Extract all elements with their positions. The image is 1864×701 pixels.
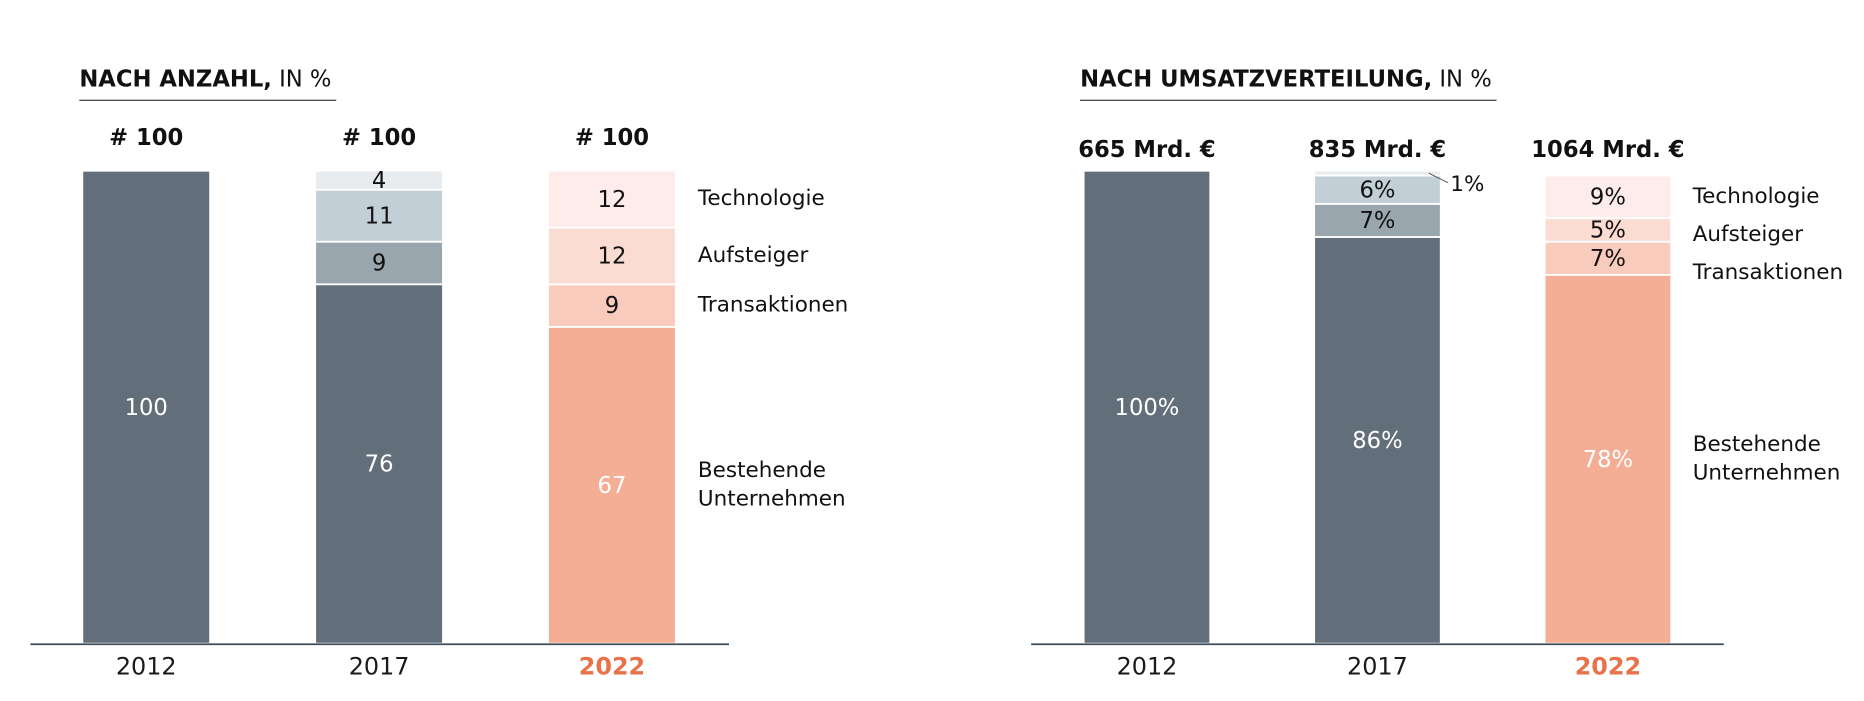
- value-label: 67: [598, 473, 627, 499]
- bar-segment: [1543, 174, 1673, 219]
- legend-label: Technologie: [1692, 184, 1820, 209]
- legend-label: Bestehende Unternehmen: [698, 458, 846, 512]
- bar-segment: [314, 283, 444, 645]
- value-label: 76: [365, 452, 394, 478]
- bar-segment: [547, 169, 677, 229]
- total-label: 1064 Mrd. €: [1531, 137, 1684, 163]
- value-label: 7%: [1590, 246, 1626, 272]
- chart-title: NACH UMSATZVERTEILUNG,: [1080, 67, 1432, 93]
- legend-label: Transaktionen: [697, 293, 848, 318]
- chart-title-unit: IN %: [1439, 67, 1491, 93]
- bar-segment: [547, 283, 677, 328]
- bar-segment: [547, 325, 677, 645]
- value-label: 12: [598, 187, 627, 213]
- total-label: 835 Mrd. €: [1309, 137, 1446, 163]
- x-tick-label: 2012: [1117, 653, 1178, 681]
- bar-segment: [314, 169, 444, 191]
- bar-segment: [1313, 202, 1442, 238]
- value-label: 12: [598, 244, 627, 270]
- value-label: 7%: [1359, 208, 1395, 234]
- legend-label: Aufsteiger: [1693, 222, 1804, 247]
- chart-title-unit: IN %: [279, 67, 331, 93]
- bar-segment: [1543, 240, 1673, 276]
- bar-segment: [1543, 273, 1673, 645]
- total-label: # 100: [342, 125, 416, 151]
- value-label: 1%: [1450, 172, 1484, 197]
- value-label: 9: [605, 293, 619, 319]
- bar-segment: [1313, 236, 1442, 645]
- total-label: # 100: [575, 125, 649, 151]
- value-label: 100%: [1115, 395, 1180, 421]
- value-label: 4: [372, 168, 386, 194]
- legend-label: Technologie: [697, 186, 825, 211]
- x-tick-label: 2022: [1575, 653, 1641, 681]
- legend-label: Aufsteiger: [698, 243, 809, 268]
- value-label: 9%: [1590, 184, 1626, 210]
- value-label: 5%: [1590, 218, 1626, 244]
- value-label: 78%: [1583, 447, 1633, 473]
- x-tick-label: 2017: [1347, 653, 1408, 681]
- legend-label: Transaktionen: [1692, 260, 1843, 285]
- value-label: 11: [365, 203, 394, 229]
- bar-segment: [1313, 169, 1442, 177]
- value-label: 9: [372, 251, 386, 277]
- x-tick-label: 2017: [349, 653, 410, 681]
- x-tick-label: 2012: [116, 653, 177, 681]
- value-label: 86%: [1352, 428, 1402, 454]
- chart-title: NACH ANZAHL,: [79, 67, 272, 93]
- x-tick-label: 2022: [579, 653, 645, 681]
- total-label: 665 Mrd. €: [1078, 137, 1215, 163]
- total-label: # 100: [109, 125, 183, 151]
- value-label: 100: [125, 395, 168, 421]
- bar-segment: [314, 188, 444, 243]
- leader-line: [1428, 172, 1449, 184]
- legend-label: Bestehende Unternehmen: [1693, 432, 1841, 486]
- bar-segment: [547, 226, 677, 286]
- value-label: 6%: [1359, 177, 1395, 203]
